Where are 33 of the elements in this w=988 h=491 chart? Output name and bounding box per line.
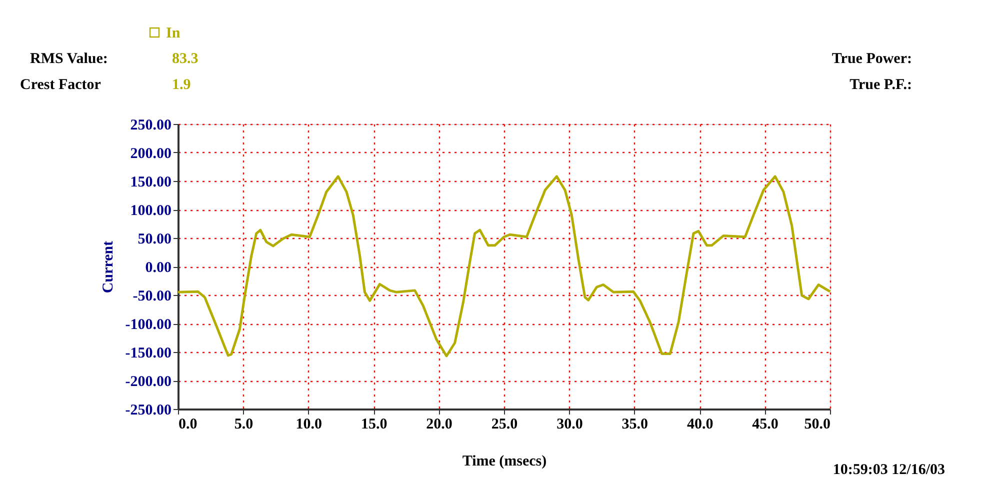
y-tick-label: 150.00 [130, 174, 172, 190]
y-tick-label: 0.00 [145, 260, 172, 276]
x-tick-label: 20.0 [426, 416, 452, 432]
text: True Power: [832, 51, 912, 67]
x-tick-label: 15.0 [360, 416, 388, 432]
x-tick-label: 45.0 [752, 416, 778, 432]
y-tick-label: -150.00 [125, 346, 172, 362]
y-tick-label: 50.00 [138, 232, 172, 248]
text: 83.3 [172, 51, 198, 67]
x-tick-label: 35.0 [622, 416, 648, 432]
y-tick-label: -100.00 [125, 317, 172, 333]
text: RMS Value: [30, 51, 108, 67]
y-tick-label: 250.00 [130, 118, 172, 134]
text: 1.9 [172, 77, 191, 93]
y-tick-label: -250.00 [125, 402, 172, 418]
y-tick-label: -200.00 [125, 374, 172, 390]
y-axis-title: Current [100, 240, 116, 294]
x-axis-title: Time (msecs) [462, 454, 547, 470]
x-tick-label: 50.0 [804, 416, 830, 432]
x-tick-label: 25.0 [491, 416, 518, 432]
y-tick-label: 100.00 [130, 203, 172, 219]
text: True P.F.: [850, 77, 912, 93]
x-tick-label: 40.0 [686, 416, 714, 432]
line-series [176, 175, 832, 358]
legend-label: In [166, 26, 181, 42]
text: Crest Factor [20, 77, 102, 93]
x-tick-label: 30.0 [556, 416, 583, 432]
y-tick-label: -50.00 [132, 288, 172, 304]
text: 10:59:03 12/16/03 [832, 462, 945, 478]
y-tick-label: 200.00 [130, 146, 172, 162]
x-tick-label: 0.0 [178, 416, 198, 432]
x-tick-label: 5.0 [234, 416, 254, 432]
x-tick-label: 10.0 [296, 416, 322, 432]
